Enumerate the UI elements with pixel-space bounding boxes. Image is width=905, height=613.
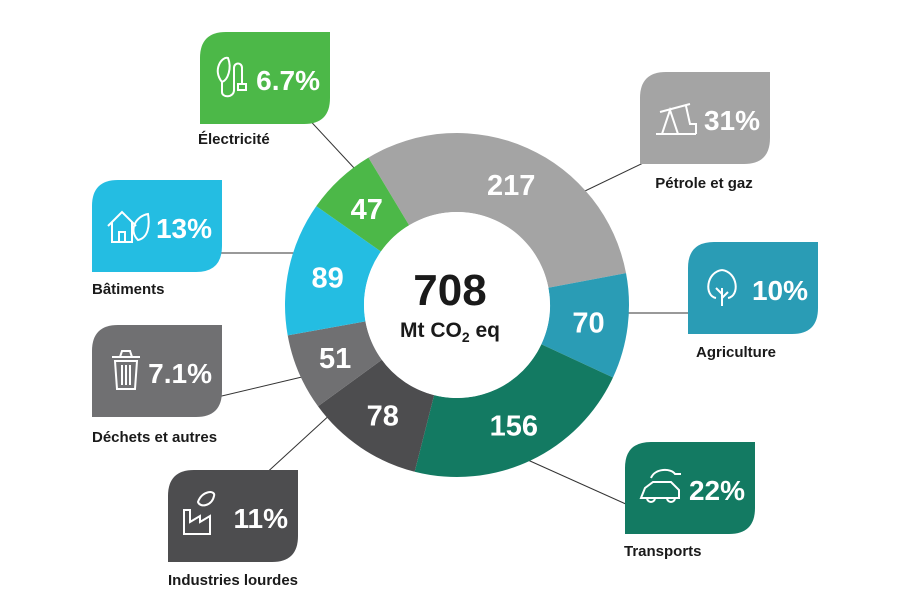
tile-background <box>200 32 330 124</box>
oil-pump-icon <box>656 103 697 135</box>
category-label: Agriculture <box>696 344 776 361</box>
category-label: Bâtiments <box>92 281 165 298</box>
category-tile-7: 6.7% Électricité <box>198 32 330 148</box>
leaf-plug-icon <box>216 56 247 98</box>
donut-slice-2 <box>541 273 629 378</box>
tile-percent: 7.1% <box>148 358 212 389</box>
slice-value-label: 47 <box>351 194 383 226</box>
tile-percent: 6.7% <box>256 65 320 96</box>
tile-background <box>168 470 298 562</box>
tile-percent: 11% <box>234 503 289 534</box>
donut-center: 708 Mt CO2 eq <box>364 212 550 398</box>
total-value: 708 <box>413 266 486 315</box>
tile-percent: 22% <box>689 475 745 506</box>
unit-subscript: 2 <box>462 329 470 345</box>
tile-background <box>640 72 770 164</box>
category-label: Électricité <box>198 131 270 148</box>
slice-value-label: 70 <box>572 307 604 339</box>
total-unit: Mt CO2 eq <box>400 319 500 345</box>
slice-value-label: 156 <box>490 411 538 443</box>
unit-prefix: Mt CO <box>400 319 462 342</box>
slice-value-label: 78 <box>367 401 399 433</box>
tile-background <box>92 180 222 272</box>
donut-ring: 217 70 156 78 51 89 47 <box>285 133 629 478</box>
category-tiles: 31% Pétrole et gaz 10% Agriculture 22% Transp… <box>92 32 818 589</box>
category-tile-3: 22% Transports <box>624 442 755 560</box>
tile-percent: 10% <box>752 275 808 306</box>
donut-slice-6 <box>285 206 381 336</box>
tile-percent: 31% <box>704 105 760 136</box>
donut-slice-4 <box>317 359 435 472</box>
tree-icon <box>707 269 737 306</box>
house-leaf-icon-shape <box>107 210 150 243</box>
donut-slice-7 <box>316 157 410 252</box>
tree-icon-shape <box>707 269 737 306</box>
slice-value-label: 89 <box>311 262 343 294</box>
tile-percent: 13% <box>156 213 212 244</box>
unit-suffix: eq <box>470 319 500 342</box>
tile-background <box>92 325 222 417</box>
factory-leaf-icon-shape <box>183 491 216 535</box>
electric-car-icon <box>639 468 681 503</box>
trash-can-icon-shape <box>112 350 140 390</box>
category-tile-2: 10% Agriculture <box>688 242 818 361</box>
leaf-plug-icon-shape <box>216 56 247 98</box>
house-leaf-icon <box>107 210 150 243</box>
category-label: Industries lourdes <box>168 572 298 589</box>
oil-pump-icon-shape <box>656 103 697 135</box>
category-tile-4: 11% Industries lourdes <box>168 470 298 589</box>
donut-slice-1 <box>368 133 627 288</box>
category-label: Pétrole et gaz <box>655 175 753 192</box>
tile-background <box>688 242 818 334</box>
category-label: Déchets et autres <box>92 429 217 446</box>
slice-value-label: 51 <box>319 343 351 375</box>
category-tile-6: 13% Bâtiments <box>92 180 222 298</box>
donut-slice-3 <box>414 344 613 478</box>
category-label: Transports <box>624 543 702 560</box>
tile-background <box>625 442 755 534</box>
factory-leaf-icon <box>183 491 216 535</box>
category-tile-1: 31% Pétrole et gaz <box>640 72 770 192</box>
category-tile-5: 7.1% Déchets et autres <box>92 325 222 446</box>
trash-can-icon <box>112 350 140 390</box>
donut-hole <box>364 212 550 398</box>
donut-slice-5 <box>287 321 382 407</box>
slice-value-label: 217 <box>487 170 535 202</box>
electric-car-icon-shape <box>639 468 681 503</box>
